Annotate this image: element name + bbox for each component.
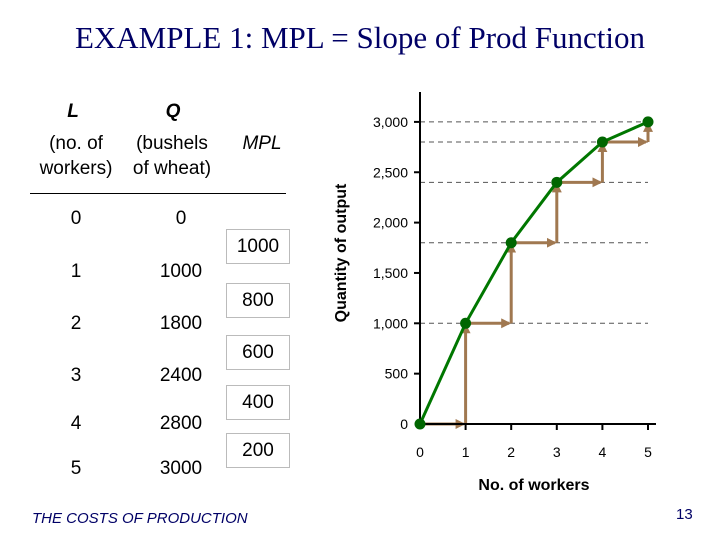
footer-text: THE COSTS OF PRODUCTION [32,510,248,527]
mpl-box-5: 200 [226,433,290,468]
row-5-labor: 5 [70,458,82,479]
step-arrows [420,121,653,429]
header-l-line1: (no. of [49,133,103,154]
x-tick-label-0: 0 [416,444,424,460]
row-2-labor: 2 [70,313,82,334]
y-tick-label-4: 2,000 [373,215,408,231]
mpl-box-3: 600 [226,335,290,370]
data-points [414,116,654,430]
y-tick-label-6: 3,000 [373,114,408,130]
row-0-output: 0 [175,208,187,229]
y-tick-label-0: 0 [400,416,408,432]
table-header-rule [30,193,286,194]
header-l-symbol: L [67,101,79,122]
data-point-1 [460,317,472,329]
row-1-labor: 1 [70,261,82,282]
production-function-series [418,120,649,425]
x-tick-label-2: 2 [507,444,515,460]
x-axis-title: No. of workers [478,477,589,494]
row-4-labor: 4 [70,413,82,434]
axes [414,92,656,430]
row-4-output: 2800 [159,413,203,434]
mpl-box-2: 800 [226,283,290,318]
slide-title: EXAMPLE 1: MPL = Slope of Prod Function [74,20,646,55]
x-tick-label-3: 3 [553,444,561,460]
row-1-output: 1000 [159,261,203,282]
header-q-line2: of wheat) [132,158,212,179]
x-tick-label-5: 5 [644,444,652,460]
tick-labels: 0 500 1,000 1,500 2,000 2,500 3,000 0 1 2 3 4 5 No. o… [333,114,652,494]
guide-lines [420,121,648,324]
mpl-box-1: 1000 [226,229,290,264]
production-function-line [418,120,649,425]
y-tick-label-2: 1,000 [373,315,408,331]
row-3-output: 2400 [159,365,203,386]
y-tick-label-5: 2,500 [373,164,408,180]
row-5-output: 3000 [159,458,203,479]
data-point-0 [414,418,426,430]
y-tick-label-3: 1,500 [373,265,408,281]
data-point-4 [596,136,608,148]
y-axis-title: Quantity of output [333,183,350,322]
data-point-2 [505,237,517,249]
y-tick-label-1: 500 [385,366,409,382]
header-q-symbol: Q [165,101,181,122]
data-point-3 [551,176,563,188]
row-2-output: 1800 [159,313,203,334]
mpl-box-4: 400 [226,385,290,420]
x-tick-label-4: 4 [599,444,607,460]
row-0-labor: 0 [70,208,82,229]
header-mpl-symbol: MPL [242,133,282,154]
data-point-5 [642,116,654,128]
page-number: 13 [676,506,693,523]
row-3-labor: 3 [70,365,82,386]
header-q-line1: (bushels [136,133,208,154]
header-l-line2: workers) [39,158,113,179]
x-tick-label-1: 1 [462,444,470,460]
